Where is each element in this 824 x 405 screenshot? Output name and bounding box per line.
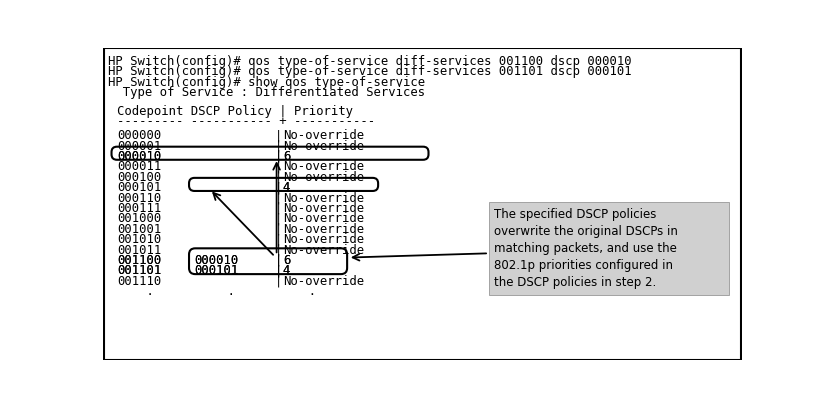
Text: 4: 4 <box>283 264 290 277</box>
Text: --------- ----------- + -----------: --------- ----------- + ----------- <box>117 115 375 128</box>
Text: |: | <box>275 201 283 214</box>
Text: 001010: 001010 <box>117 232 162 245</box>
Text: No-override: No-override <box>283 139 364 152</box>
Text: .          .          .: . . . <box>117 284 316 297</box>
Text: No-override: No-override <box>283 129 364 142</box>
Text: No-override: No-override <box>283 232 364 245</box>
Text: No-override: No-override <box>283 201 364 214</box>
Text: |: | <box>275 232 283 245</box>
Text: 000000: 000000 <box>117 129 162 142</box>
Text: |: | <box>275 171 283 183</box>
FancyBboxPatch shape <box>189 249 347 275</box>
Text: 000001: 000001 <box>117 139 162 152</box>
Text: |: | <box>275 139 283 152</box>
Text: 000101: 000101 <box>194 264 239 277</box>
Text: 001101: 001101 <box>117 264 162 277</box>
Text: 000110: 000110 <box>117 191 162 204</box>
Text: No-override: No-override <box>283 243 364 256</box>
Text: |: | <box>275 160 283 173</box>
Text: The specified DSCP policies
overwrite the original DSCPs in
matching packets, an: The specified DSCP policies overwrite th… <box>494 208 677 288</box>
Text: |: | <box>275 149 283 162</box>
Text: |: | <box>275 191 283 204</box>
Text: 4: 4 <box>283 181 290 194</box>
Text: Codepoint DSCP Policy | Priority: Codepoint DSCP Policy | Priority <box>117 104 353 117</box>
Text: No-override: No-override <box>283 191 364 204</box>
Text: 000010: 000010 <box>194 253 239 266</box>
Text: 001110: 001110 <box>117 274 162 287</box>
Text: 001100: 001100 <box>117 253 162 266</box>
Text: |: | <box>275 222 283 235</box>
Text: 000010: 000010 <box>117 149 162 162</box>
Text: 000101: 000101 <box>194 264 239 277</box>
Text: |: | <box>275 212 283 225</box>
Text: No-override: No-override <box>283 274 364 287</box>
Text: HP Switch(config)# qos type-of-service diff-services 001101 dscp 000101: HP Switch(config)# qos type-of-service d… <box>109 65 632 78</box>
Text: 001001: 001001 <box>117 222 162 235</box>
FancyBboxPatch shape <box>189 179 378 192</box>
Text: No-override: No-override <box>283 222 364 235</box>
Text: 4: 4 <box>283 181 290 194</box>
Text: 6: 6 <box>283 149 290 162</box>
Text: |: | <box>275 181 283 194</box>
Text: 000011: 000011 <box>117 160 162 173</box>
Text: |: | <box>275 253 283 266</box>
Text: 6: 6 <box>283 149 290 162</box>
Text: 6: 6 <box>283 253 290 266</box>
Text: 000111: 000111 <box>117 201 162 214</box>
Text: |: | <box>275 264 283 277</box>
Text: 000010: 000010 <box>117 149 162 162</box>
Text: HP Switch(config)# qos type-of-service diff-services 001100 dscp 000010: HP Switch(config)# qos type-of-service d… <box>109 55 632 68</box>
FancyBboxPatch shape <box>111 147 428 160</box>
Text: |: | <box>275 149 283 162</box>
Text: 001011: 001011 <box>117 243 162 256</box>
Text: 000010: 000010 <box>194 253 239 266</box>
Text: |: | <box>275 274 283 287</box>
Text: HP Switch(config)# show qos type-of-service: HP Switch(config)# show qos type-of-serv… <box>109 75 425 88</box>
Text: 6: 6 <box>283 253 290 266</box>
Text: 001101: 001101 <box>117 264 162 277</box>
Text: No-override: No-override <box>283 212 364 225</box>
Text: |: | <box>275 253 283 266</box>
Text: Type of Service : Differentiated Services: Type of Service : Differentiated Service… <box>109 86 425 99</box>
FancyBboxPatch shape <box>489 203 729 295</box>
Text: 001100: 001100 <box>117 253 162 266</box>
Text: 000100: 000100 <box>117 171 162 183</box>
Text: |: | <box>275 181 283 194</box>
Text: 4: 4 <box>283 264 290 277</box>
Text: |: | <box>275 129 283 142</box>
Text: 001000: 001000 <box>117 212 162 225</box>
Text: No-override: No-override <box>283 160 364 173</box>
Text: No-override: No-override <box>283 171 364 183</box>
Text: |: | <box>275 264 283 277</box>
Text: 000101: 000101 <box>117 181 162 194</box>
Text: |: | <box>275 243 283 256</box>
